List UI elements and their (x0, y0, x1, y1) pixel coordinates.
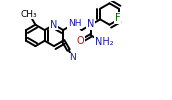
Text: NH₂: NH₂ (95, 37, 113, 47)
Text: N: N (69, 54, 76, 62)
Text: O: O (77, 36, 85, 46)
Text: NH: NH (68, 19, 82, 28)
Text: N: N (50, 20, 58, 30)
Text: F: F (115, 13, 121, 23)
Text: N: N (87, 19, 95, 29)
Text: CH₃: CH₃ (21, 10, 37, 18)
